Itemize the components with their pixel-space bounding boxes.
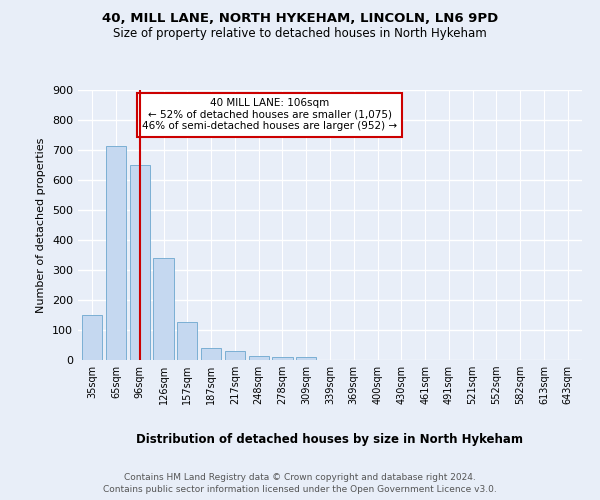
Bar: [201, 348, 221, 360]
Bar: [154, 258, 173, 360]
Bar: [296, 357, 316, 360]
Text: Contains HM Land Registry data © Crown copyright and database right 2024.: Contains HM Land Registry data © Crown c…: [124, 472, 476, 482]
Bar: [225, 351, 245, 360]
Bar: [130, 165, 150, 360]
Text: Size of property relative to detached houses in North Hykeham: Size of property relative to detached ho…: [113, 28, 487, 40]
Text: Distribution of detached houses by size in North Hykeham: Distribution of detached houses by size …: [137, 432, 523, 446]
Text: Contains public sector information licensed under the Open Government Licence v3: Contains public sector information licen…: [103, 485, 497, 494]
Bar: [177, 322, 197, 360]
Bar: [248, 356, 269, 360]
Bar: [106, 146, 126, 360]
Bar: [272, 357, 293, 360]
Text: 40, MILL LANE, NORTH HYKEHAM, LINCOLN, LN6 9PD: 40, MILL LANE, NORTH HYKEHAM, LINCOLN, L…: [102, 12, 498, 26]
Text: 40 MILL LANE: 106sqm
← 52% of detached houses are smaller (1,075)
46% of semi-de: 40 MILL LANE: 106sqm ← 52% of detached h…: [142, 98, 397, 132]
Y-axis label: Number of detached properties: Number of detached properties: [37, 138, 46, 312]
Bar: [82, 315, 103, 360]
